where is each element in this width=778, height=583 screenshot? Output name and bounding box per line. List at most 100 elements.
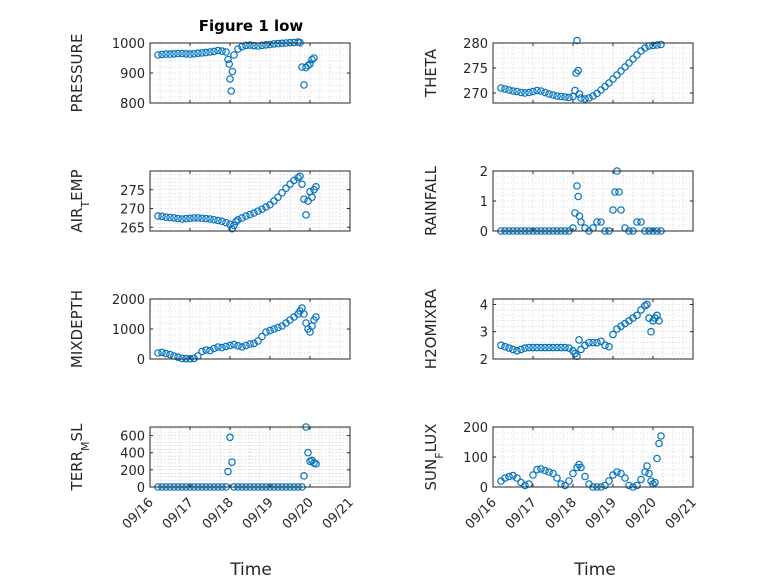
data-point [166,50,174,58]
data-point [274,323,282,332]
data-point [525,343,533,352]
data-point [605,342,613,351]
subplot-h2omixra: 2 3 4 H2OMIXRA [422,288,694,369]
y-axis-label: MIXDEPTH [68,290,86,368]
data-point [304,448,312,457]
data-point [501,474,509,482]
data-point [270,40,278,48]
data-point [202,214,210,223]
data-point [158,50,166,59]
data-point [304,197,312,205]
y-tick-label: 400 [120,447,145,462]
data-point [226,433,234,442]
subplot-pressure: 800 900 1000 PRESSURE [68,34,351,112]
data-point [166,213,174,222]
data-point [533,343,541,352]
data-point [545,90,553,98]
data-point [246,340,254,348]
subplot-mixdepth: 0 1000 2000 MIXDEPTH [68,290,351,368]
data-point [214,343,222,351]
data-point [553,92,561,100]
data-point [633,481,641,490]
y-tick-label: 0 [480,481,488,496]
subplot-air-temp: 265 270 275 AIRTEMP [68,169,351,236]
data-point [617,206,625,214]
data-point [178,49,186,58]
data-point [238,343,246,351]
data-point [262,40,270,49]
data-point [298,180,306,188]
data-point [613,468,621,476]
data-point [649,41,657,50]
data-point [617,67,625,75]
data-point [258,205,266,214]
data-point [505,344,513,352]
data-point [258,332,266,341]
x-axis-label-left: Time [229,560,272,580]
data-point [545,343,553,352]
data-point [266,326,274,335]
data-point [308,55,316,64]
data-point [170,49,178,58]
data-point [304,61,312,70]
plot-area [150,427,350,487]
data-point [262,328,270,336]
data-point [238,214,246,222]
data-point [190,214,198,222]
data-point [174,49,182,58]
data-point [224,467,232,476]
data-point [609,75,617,83]
data-point [228,67,237,76]
data-point [158,348,166,357]
data-point [190,354,198,363]
data-point [517,345,525,354]
data-point [234,341,242,350]
data-point [501,342,509,351]
data-point [601,481,609,490]
data-point [222,218,230,227]
data-point [633,311,641,320]
data-point [557,92,565,101]
y-tick-label: 600 [120,430,145,445]
data-point [178,354,186,363]
data-point [605,477,613,485]
data-point [553,343,561,352]
data-point [641,44,649,52]
y-tick-label: 265 [120,221,145,236]
data-point [629,55,637,63]
data-point [274,193,282,202]
axes-frame [149,170,351,232]
y-tick-label: 1000 [112,323,145,338]
data-point [202,48,210,57]
data-point [312,182,320,191]
data-point [174,214,182,223]
data-point [545,468,553,476]
data-point [655,317,663,325]
axes-frame [492,42,694,104]
data-point [637,306,645,314]
data-point [509,87,517,95]
data-point [162,50,170,58]
y-tick-label: 275 [463,62,488,77]
data-point [198,214,206,223]
data-point [577,218,585,226]
data-point [300,472,308,480]
figure-title: Figure 1 low [199,17,304,35]
data-point [651,478,659,487]
data-point [234,45,242,53]
data-point [593,218,601,226]
data-point [529,343,537,352]
data-point [553,474,561,482]
data-point [617,469,625,478]
data-point [312,460,320,468]
data-point [653,41,661,49]
y-tick-label: 100 [463,451,488,466]
data-point [613,71,621,79]
y-tick-label: 270 [120,203,145,218]
data-point [521,481,529,490]
data-point [541,466,549,475]
data-point [296,172,304,181]
